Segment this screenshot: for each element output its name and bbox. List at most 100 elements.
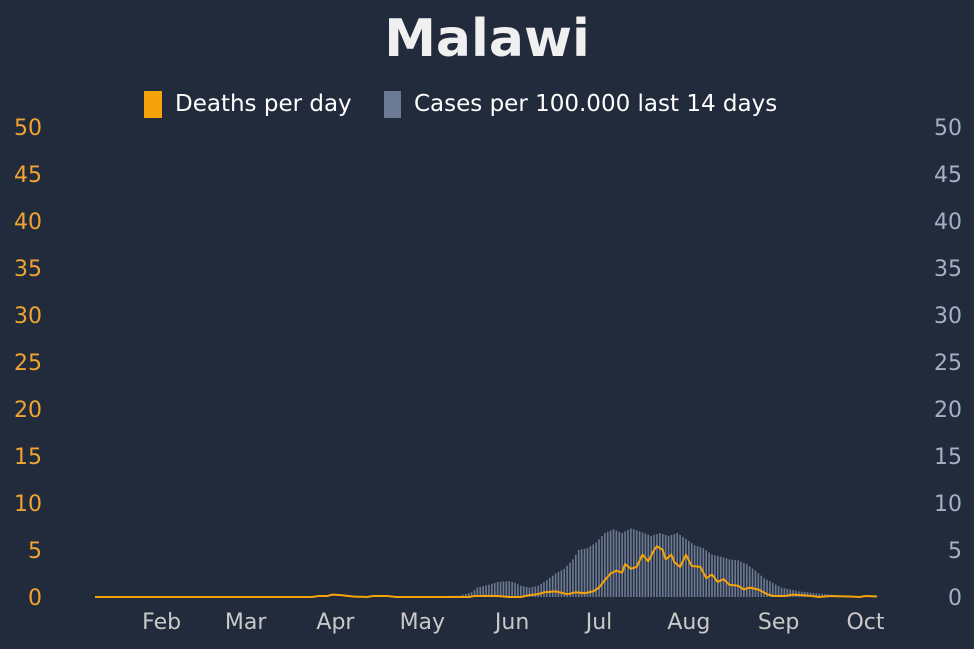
cases-bar [577,550,580,597]
cases-bar [769,581,771,597]
cases-bar [482,586,484,597]
cases-bar [777,586,780,597]
cases-bar [786,588,789,597]
y-left-tick-label: 30 [14,304,42,329]
cases-bar [508,581,511,597]
cases-bar [725,558,728,597]
x-tick-label: Oct [846,610,884,635]
cases-bar [575,554,577,597]
cases-bar [638,531,641,597]
cases-bar [517,584,519,597]
cases-bar [554,573,557,597]
x-tick-label: Sep [758,610,799,635]
legend-label-deaths: Deaths per day [175,91,352,117]
cases-bar [499,581,502,597]
cases-bar [731,559,734,597]
cases-bar [705,550,707,597]
y-left-tick-label: 50 [14,116,42,141]
cases-bar [566,565,568,597]
cases-bar [583,548,586,597]
cases-bar [479,586,482,597]
cases-bar [485,585,487,597]
cases-bar [525,586,528,597]
cases-bar [780,587,783,597]
cases-bar [615,530,618,597]
cases-bar [612,529,615,597]
cases-bar [473,589,476,597]
y-left-tick-label: 10 [14,492,42,517]
y-right-tick-label: 15 [934,445,962,470]
cases-bar [635,530,638,597]
cases-bar [682,536,684,597]
y-right-tick-label: 10 [934,492,962,517]
cases-bar [737,560,739,597]
cases-bar [815,593,818,597]
cases-bar [641,532,644,598]
cases-bar [514,582,516,597]
cases-bar [644,533,647,597]
cases-bar [751,568,754,597]
y-axis-left: 0 5 10 15 20 25 30 35 40 45 50 [14,116,42,611]
cases-bar [708,552,710,597]
cases-bar [502,581,505,597]
y-axis-right: 0 5 10 15 20 25 30 35 40 45 50 [934,116,962,611]
x-axis: Feb Mar Apr May Jun Jul Aug Sep Oct [142,610,885,635]
cases-bar [656,534,658,597]
y-right-tick-label: 30 [934,304,962,329]
y-left-tick-label: 45 [14,163,42,188]
cases-bar [690,543,693,597]
legend: Deaths per day Cases per 100.000 last 14… [144,91,777,118]
cases-bar [505,581,508,597]
cases-bar [688,540,690,597]
cases-bar [488,584,490,597]
x-tick-label: Apr [316,610,355,635]
legend-swatch-cases [384,91,401,118]
y-right-tick-label: 5 [948,539,962,564]
cases-bar [809,592,812,597]
cases-bar [580,549,583,597]
cases-bar [476,587,479,597]
cases-bar [560,570,563,597]
x-tick-label: Jun [493,610,529,635]
cases-bar [511,581,513,597]
y-right-tick-label: 40 [934,210,962,235]
cases-bar [601,536,603,597]
cases-bar [491,583,493,597]
y-right-tick-label: 25 [934,351,962,376]
x-tick-label: Jul [584,610,613,635]
cases-bar [531,586,534,597]
cases-bar [699,547,702,597]
cases-bar [716,555,719,597]
cases-bar [745,564,748,597]
y-right-tick-label: 50 [934,116,962,141]
cases-bar [522,586,525,597]
cases-bar [760,575,763,597]
y-left-tick-label: 5 [28,539,42,564]
cases-bar [659,533,661,597]
cases-bar [464,593,467,597]
cases-bar [774,584,777,597]
deaths-line [95,545,878,598]
x-tick-label: Aug [667,610,710,635]
cases-bar [667,535,670,597]
cases-bar [754,570,757,597]
x-tick-label: Feb [142,610,181,635]
cases-bar [548,577,551,597]
y-right-tick-label: 0 [948,586,962,611]
cases-bar [719,556,722,597]
cases-bar [664,534,667,597]
y-right-tick-label: 20 [934,398,962,423]
cases-bar [766,579,768,597]
cases-bar [661,534,664,597]
cases-bar [462,594,464,597]
cases-bar [534,586,537,597]
cases-bar [470,592,473,597]
cases-bar [496,581,499,597]
cases-bar [606,531,609,597]
cases-bar [653,534,655,597]
cases-bar [685,538,687,597]
y-left-tick-label: 15 [14,445,42,470]
y-right-tick-label: 35 [934,257,962,282]
